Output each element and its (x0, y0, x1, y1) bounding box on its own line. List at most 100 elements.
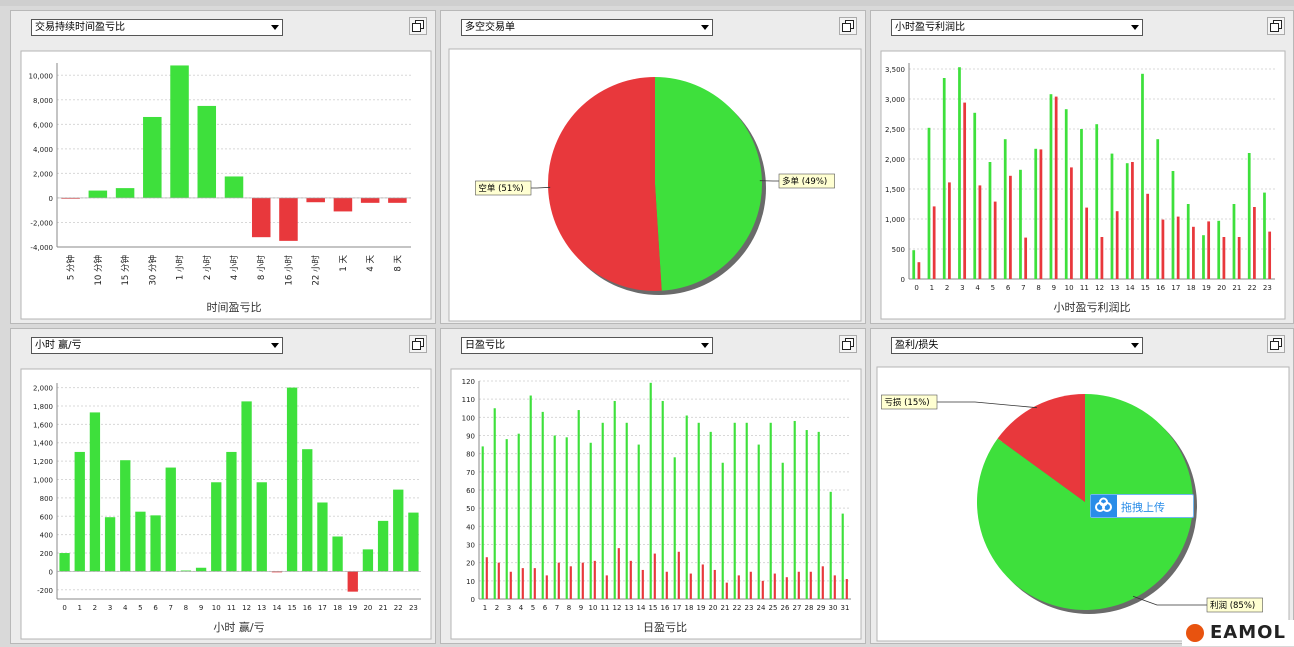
bar (1141, 73, 1144, 279)
bar (797, 571, 800, 599)
bar (1115, 211, 1119, 279)
bar (150, 515, 161, 572)
bar (533, 568, 536, 599)
x-tick-label: 20 (1217, 284, 1226, 292)
chart-dropdown[interactable]: 小时盈亏利润比 (891, 19, 1143, 36)
bar (493, 408, 496, 599)
maximize-button[interactable] (839, 17, 857, 35)
bar (713, 569, 716, 599)
bar (1049, 94, 1053, 279)
x-tick-label: 28 (805, 604, 814, 612)
y-tick-label: 800 (40, 495, 53, 503)
bar (362, 549, 374, 572)
bar (1161, 219, 1165, 279)
x-tick-label: 10 (212, 604, 221, 612)
bar (1202, 235, 1205, 279)
y-tick-label: 400 (40, 532, 53, 540)
bar (497, 562, 500, 599)
x-tick-label: 10 分钟 (93, 255, 104, 286)
y-tick-label: 120 (462, 378, 475, 386)
x-tick-label: 5 分钟 (66, 255, 77, 280)
x-tick-label: 21 (721, 604, 730, 612)
y-tick-label: 600 (40, 513, 53, 521)
pie-slice (547, 77, 662, 291)
bar (1146, 193, 1150, 279)
bar (932, 206, 936, 279)
bar (545, 575, 548, 599)
y-tick-label: -4,000 (30, 244, 53, 252)
dropdown-value: 小时盈亏利润比 (895, 22, 965, 33)
x-tick-label: 3 (108, 604, 112, 612)
x-tick-label: 1 (78, 604, 82, 612)
bar (829, 491, 832, 599)
maximize-button[interactable] (409, 17, 427, 35)
x-tick-label: 14 (1126, 284, 1135, 292)
bar (408, 512, 419, 572)
panel-profit-loss: 盈利/损失 利润 (85%) 亏损 (15%) (870, 328, 1294, 644)
bar (195, 567, 207, 572)
x-tick-label: 2 小时 (202, 255, 213, 281)
y-tick-label: 6,000 (33, 121, 53, 129)
x-tick-label: 18 (333, 604, 342, 612)
chart-dropdown[interactable]: 小时 赢/亏 (31, 337, 283, 354)
y-tick-label: 1,600 (33, 421, 53, 429)
bar (721, 462, 724, 599)
window-restore-icon (842, 20, 854, 32)
y-tick-label: 1,000 (885, 216, 905, 224)
x-tick-label: 4 (123, 604, 128, 612)
maximize-button[interactable] (1267, 17, 1285, 35)
bar (737, 575, 740, 599)
chart-dropdown[interactable]: 交易持续时间盈亏比 (31, 19, 283, 36)
x-tick-label: 14 (637, 604, 646, 612)
x-tick-label: 20 (709, 604, 718, 612)
y-tick-label: 1,500 (885, 186, 905, 194)
y-tick-label: 100 (462, 414, 475, 422)
x-tick-label: 16 (661, 604, 670, 612)
bar (1217, 220, 1221, 279)
x-tick-label: 9 (579, 604, 583, 612)
bar (74, 451, 85, 572)
bar (912, 250, 916, 279)
bar (211, 482, 222, 572)
bar (1034, 148, 1038, 279)
x-tick-label: 15 (288, 604, 297, 612)
bar (271, 571, 283, 573)
chart-dropdown[interactable]: 日盈亏比 (461, 337, 713, 354)
bar (948, 182, 951, 279)
pie-label-box (1206, 597, 1263, 613)
bar (180, 570, 192, 572)
chart-dropdown[interactable]: 多空交易单 (461, 19, 713, 36)
bar (697, 422, 700, 599)
y-tick-label: 10 (466, 578, 475, 586)
chevron-down-icon (1131, 343, 1139, 348)
maximize-button[interactable] (839, 335, 857, 353)
x-tick-label: 6 (1006, 284, 1011, 292)
x-tick-label: 2 (945, 284, 949, 292)
chart-dropdown[interactable]: 盈利/损失 (891, 337, 1143, 354)
x-tick-label: 11 (1080, 284, 1089, 292)
bar (637, 444, 640, 599)
bar (347, 571, 358, 592)
maximize-button[interactable] (1267, 335, 1285, 353)
bar (485, 557, 488, 599)
x-tick-label: 17 (673, 604, 682, 612)
maximize-button[interactable] (409, 335, 427, 353)
bar (593, 560, 596, 599)
x-tick-label: 3 (960, 284, 964, 292)
bar (625, 422, 628, 599)
bar (942, 78, 946, 279)
bar (115, 188, 135, 198)
y-tick-label: 2,000 (33, 170, 53, 178)
bar (665, 571, 668, 599)
bar (557, 562, 560, 599)
bar (841, 513, 844, 599)
pie-chart-long-short: 多单 (49%) 空单 (51%) (448, 48, 862, 322)
pie-slice (655, 77, 762, 291)
x-tick-label: 19 (697, 604, 706, 612)
dropdown-value: 多空交易单 (465, 22, 515, 33)
x-tick-label: 11 (227, 604, 236, 612)
x-tick-label: 27 (793, 604, 802, 612)
upload-button[interactable]: 拖拽上传 (1090, 494, 1194, 518)
